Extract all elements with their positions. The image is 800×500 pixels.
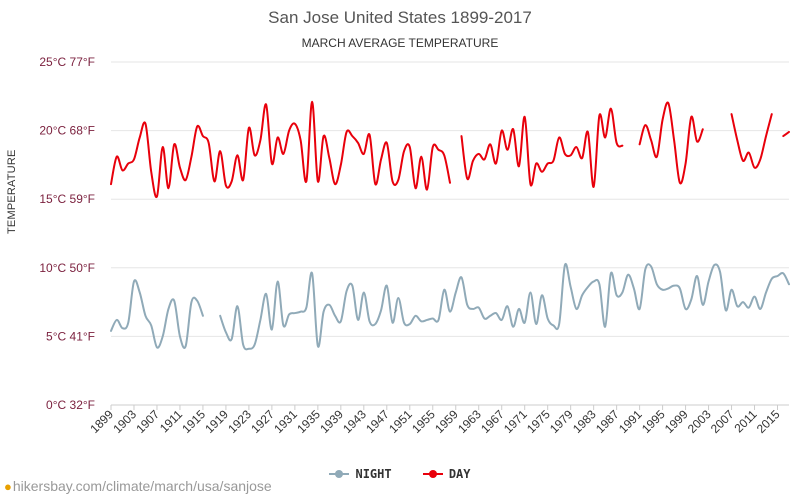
x-tick-label: 1963 (455, 407, 484, 436)
y-tick-label: 25°C 77°F (39, 55, 95, 69)
x-tick-label: 1923 (225, 407, 254, 436)
x-tick-label: 1927 (248, 407, 277, 436)
legend-swatch-night (329, 470, 350, 478)
x-tick-label: 1959 (432, 407, 461, 436)
legend-swatch-day (422, 470, 443, 478)
x-tick-label: 1955 (409, 407, 438, 436)
series-line-day (638, 101, 704, 185)
series-line-day (782, 130, 790, 138)
y-tick-label: 15°C 59°F (39, 192, 95, 206)
x-tick-label: 1935 (294, 407, 323, 436)
legend-label-night: NIGHT (355, 467, 392, 481)
series-line-night (219, 262, 790, 351)
legend-item-day[interactable]: DAY (422, 467, 471, 481)
series-line-night (110, 279, 204, 349)
x-tick-label: 1907 (133, 407, 162, 436)
x-tick-label: 2011 (731, 407, 759, 435)
x-tick-label: 1903 (110, 407, 139, 436)
x-tick-label: 2015 (754, 407, 783, 436)
x-tick-label: 1943 (340, 407, 369, 436)
x-tick-label: 2007 (708, 407, 737, 436)
x-tick-label: 1967 (478, 407, 507, 436)
x-tick-label: 1995 (639, 407, 668, 436)
x-tick-label: 1931 (271, 407, 300, 436)
series-line-day (730, 113, 773, 169)
map-pin-icon: ● (4, 479, 12, 494)
chart-legend: NIGHT DAY (0, 464, 800, 481)
x-tick-label: 1919 (202, 407, 231, 436)
x-tick-label: 1983 (570, 407, 599, 436)
x-tick-label: 1999 (662, 407, 691, 436)
source-link-text: hikersbay.com/climate/march/usa/sanjose (12, 478, 272, 494)
y-tick-label: 20°C 68°F (39, 124, 95, 138)
x-tick-label: 1911 (157, 407, 185, 435)
x-tick-label: 1947 (363, 407, 392, 436)
series-line-day (110, 100, 451, 199)
x-tick-label: 1971 (501, 407, 530, 436)
y-tick-label: 10°C 50°F (39, 261, 95, 275)
legend-item-night[interactable]: NIGHT (329, 467, 392, 481)
x-tick-label: 1915 (179, 407, 208, 436)
x-tick-label: 1951 (386, 407, 415, 436)
x-tick-label: 1939 (317, 407, 346, 436)
legend-label-day: DAY (448, 467, 471, 481)
series-line-day (460, 107, 624, 188)
chart-title: San Jose United States 1899-2017 (268, 8, 532, 27)
x-tick-label: 1991 (616, 407, 645, 436)
chart-subtitle: MARCH AVERAGE TEMPERATURE (301, 36, 499, 50)
source-link[interactable]: ●hikersbay.com/climate/march/usa/sanjose (4, 478, 272, 494)
x-tick-label: 2003 (685, 407, 714, 436)
y-tick-label: 0°C 32°F (46, 398, 95, 412)
y-tick-label: 5°C 41°F (46, 329, 95, 343)
x-tick-label: 1987 (593, 407, 622, 436)
x-tick-label: 1979 (547, 407, 576, 436)
x-tick-label: 1975 (524, 407, 553, 436)
